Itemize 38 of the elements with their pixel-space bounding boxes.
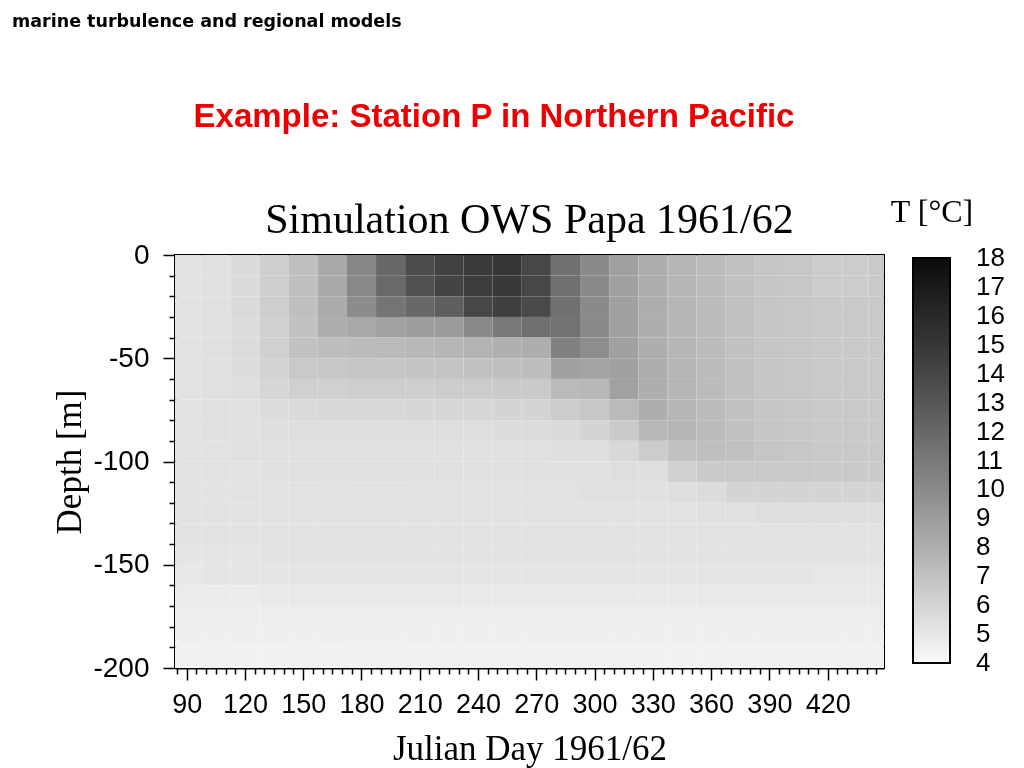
chart-subtitle: Simulation OWS Papa 1961/62 [265, 196, 794, 242]
x-axis-title: Julian Day 1961/62 [392, 728, 668, 768]
chart-title: Example: Station P in Northern Pacific [193, 97, 795, 134]
color-bar-label: 10 [976, 473, 1005, 504]
color-bar-label: 16 [976, 299, 1005, 330]
x-tick-label: 300 [572, 688, 618, 719]
color-bar-label: 14 [976, 357, 1005, 388]
y-tick-label: 0 [133, 238, 150, 270]
x-tick-label: 330 [630, 688, 676, 719]
x-tick-label: 270 [514, 688, 560, 719]
y-tick-label: -50 [109, 341, 150, 373]
y-tick-label: -200 [93, 651, 150, 683]
x-tick-label: 390 [747, 688, 793, 719]
x-tick-label: 360 [689, 688, 735, 719]
color-bar-label: 15 [976, 328, 1005, 359]
color-bar-title: T [°C] [890, 193, 974, 229]
y-tick-label: -100 [93, 445, 150, 476]
y-axis-title: Depth [m] [49, 389, 89, 535]
color-bar-label: 5 [976, 618, 991, 649]
x-tick-label: 90 [172, 688, 203, 719]
color-bar-label: 18 [976, 242, 1005, 272]
x-tick-label: 150 [281, 688, 327, 719]
color-bar-label: 9 [976, 502, 991, 533]
color-bar-label: 12 [976, 415, 1005, 446]
color-bar-label: 13 [976, 386, 1005, 417]
text: marine turbulence and regional models [12, 11, 402, 31]
x-tick-label: 240 [455, 688, 502, 719]
color-bar-label: 11 [976, 444, 1003, 475]
x-tick-label: 180 [339, 688, 385, 719]
x-tick-label: 210 [397, 688, 443, 719]
color-bar-label: 7 [976, 560, 991, 591]
color-bar-label: 6 [976, 589, 991, 620]
x-tick-label: 120 [222, 688, 268, 719]
color-bar-label: 17 [976, 270, 1005, 301]
x-tick-label: 420 [805, 688, 851, 719]
color-bar-label: 4 [976, 647, 991, 677]
y-tick-label: -150 [93, 548, 150, 580]
color-bar-label: 8 [976, 531, 991, 562]
